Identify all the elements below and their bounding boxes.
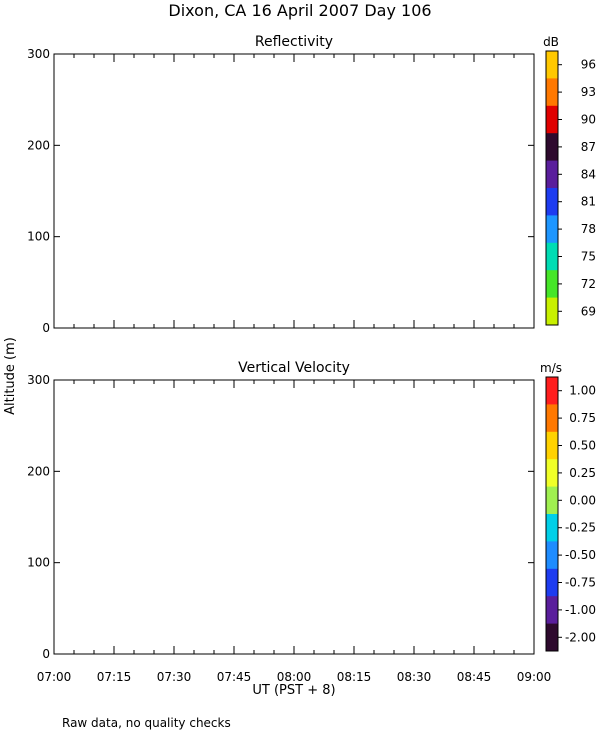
figure-title: Dixon, CA 16 April 2007 Day 106 <box>168 1 431 20</box>
panel-title-reflectivity: Reflectivity <box>255 34 333 50</box>
y-axis-label: Altitude (m) <box>3 337 18 415</box>
